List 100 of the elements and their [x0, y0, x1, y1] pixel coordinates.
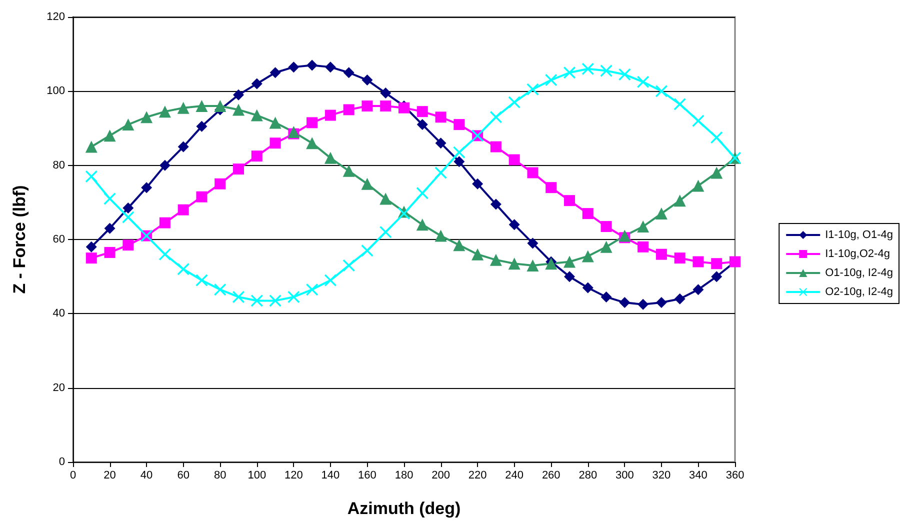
point — [159, 217, 170, 228]
point — [343, 67, 354, 78]
point — [546, 182, 557, 194]
x-tick-label: 260 — [542, 470, 560, 482]
point — [619, 297, 630, 308]
point — [526, 83, 539, 96]
point — [564, 66, 576, 79]
y-tick-label: 20 — [52, 382, 65, 394]
legend-label: O1-10g, I2-4g — [825, 267, 893, 279]
point — [177, 263, 190, 276]
point — [380, 88, 392, 99]
point — [453, 146, 466, 158]
point — [508, 96, 520, 108]
point — [104, 246, 116, 258]
point — [453, 239, 466, 252]
point — [380, 226, 392, 238]
point — [692, 114, 704, 127]
point — [490, 198, 502, 210]
x-tick-label: 320 — [652, 470, 671, 482]
point — [655, 208, 668, 220]
point — [637, 220, 650, 233]
point — [122, 202, 134, 214]
y-tick-label: 80 — [52, 159, 65, 172]
legend-label: I1-10g,O2-4g — [825, 248, 890, 260]
legend-label: I1-10g, O1-4g — [825, 229, 893, 241]
point — [711, 271, 722, 282]
point — [251, 78, 262, 90]
point — [270, 67, 281, 78]
point — [674, 252, 686, 264]
point — [104, 130, 116, 142]
point — [434, 166, 447, 179]
point — [472, 178, 484, 190]
point — [600, 291, 612, 302]
x-tick-label: 280 — [578, 470, 598, 482]
point — [416, 106, 428, 118]
point — [638, 241, 649, 252]
point — [545, 258, 558, 270]
point — [362, 100, 373, 112]
point — [564, 195, 575, 206]
point — [674, 194, 686, 207]
x-tick-label: 40 — [140, 470, 153, 482]
point — [710, 132, 723, 144]
point — [564, 271, 575, 282]
point — [250, 294, 263, 307]
point — [527, 238, 538, 249]
point — [306, 117, 318, 128]
point — [582, 62, 594, 75]
point — [692, 256, 704, 268]
point — [526, 259, 539, 272]
point — [434, 230, 447, 242]
point — [214, 100, 226, 112]
point — [380, 100, 392, 112]
point — [232, 290, 244, 303]
point — [158, 106, 171, 118]
point — [454, 119, 465, 130]
x-tick-label: 360 — [726, 470, 744, 482]
point — [122, 240, 134, 251]
x-tick-label: 0 — [70, 470, 76, 482]
point — [692, 284, 704, 296]
point — [545, 74, 558, 86]
x-tick-label: 100 — [248, 470, 266, 482]
point — [196, 100, 208, 112]
y-axis-title: Z - Force (lbf) — [10, 185, 29, 294]
point — [288, 62, 300, 73]
point — [269, 294, 282, 307]
point — [618, 68, 631, 80]
x-tick-label: 120 — [284, 470, 303, 482]
point — [637, 76, 650, 88]
point — [233, 89, 244, 100]
y-tick-label: 40 — [52, 308, 65, 320]
point — [638, 298, 649, 310]
point — [324, 62, 336, 73]
point — [416, 218, 428, 231]
point — [140, 111, 153, 124]
x-tick-label: 160 — [358, 470, 376, 482]
point — [674, 293, 686, 304]
point — [655, 85, 668, 98]
point — [214, 284, 226, 296]
point — [178, 141, 189, 152]
point — [196, 120, 208, 132]
point — [527, 167, 538, 178]
x-axis-title: Azimuth (deg) — [347, 499, 461, 518]
point — [508, 258, 520, 270]
x-tick-label: 220 — [468, 470, 487, 482]
point — [362, 74, 373, 86]
point — [342, 164, 355, 177]
point — [324, 110, 336, 121]
point — [582, 250, 594, 262]
x-tick-label: 20 — [104, 470, 116, 482]
point — [361, 244, 374, 257]
point — [380, 192, 392, 205]
point — [508, 154, 520, 166]
point — [490, 141, 502, 152]
point — [454, 156, 465, 168]
point — [600, 221, 612, 232]
x-tick-label: 340 — [689, 470, 708, 482]
point — [177, 102, 190, 114]
x-tick-label: 200 — [432, 470, 450, 482]
y-tick-label: 120 — [46, 11, 65, 23]
point — [508, 219, 520, 230]
